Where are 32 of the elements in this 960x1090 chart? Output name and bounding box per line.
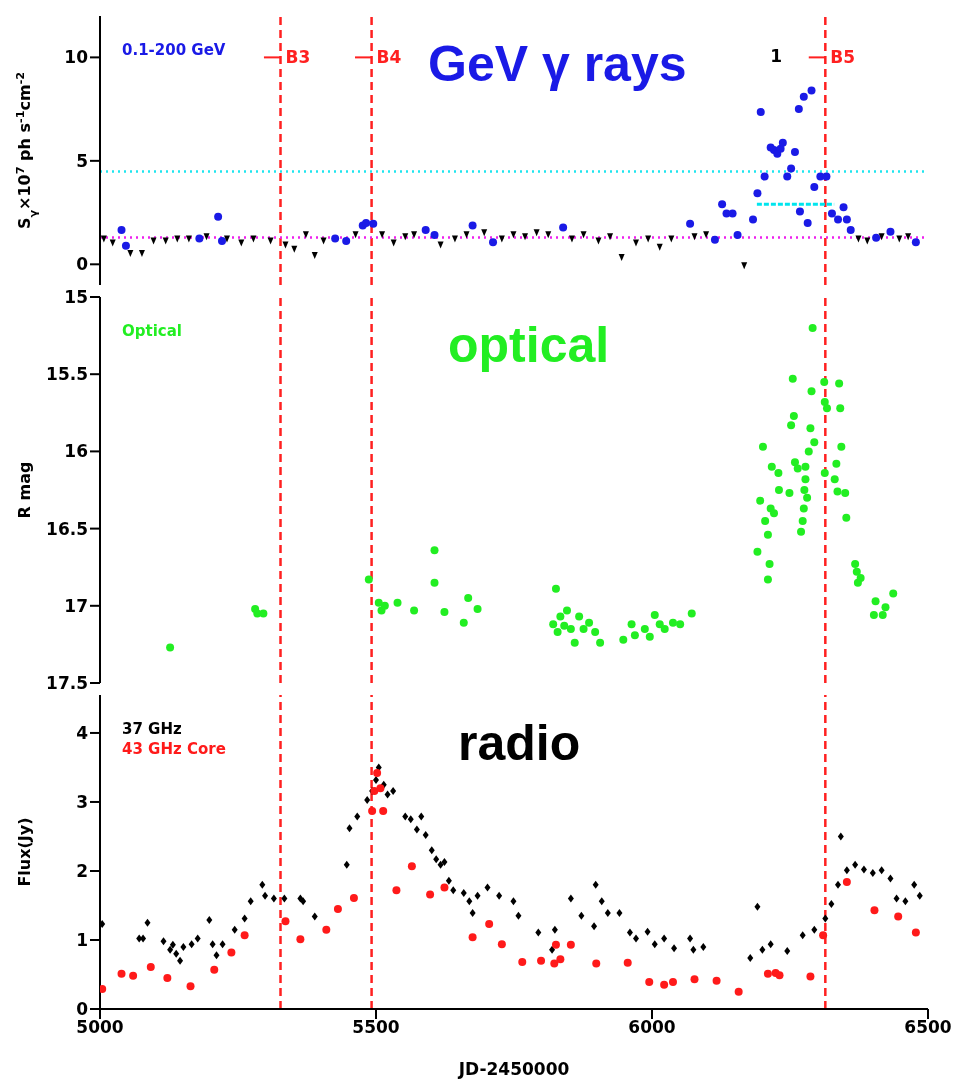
y-tick-label: 3 (76, 792, 88, 812)
text: 43 GHz Core (122, 739, 226, 759)
y-tick-label: 4 (76, 722, 89, 743)
y-tick-label: 15 (64, 287, 88, 308)
y-tick-label: 16.5 (46, 518, 88, 539)
chart-title: optical (448, 317, 610, 373)
y-axis-title: Flux(Jy) (15, 817, 34, 887)
annotation: B5 (830, 47, 856, 68)
y-tick-label: 15.5 (46, 364, 88, 385)
x-tick-label: 5500 (352, 1017, 400, 1038)
y-tick-label: 2 (76, 861, 88, 882)
y-tick-label: 0 (76, 999, 89, 1020)
y-tick-label: 17.5 (46, 673, 88, 694)
annotation: B4 (376, 47, 402, 68)
text: 0.1-200 GeV (122, 40, 226, 60)
annotation: 1 (770, 46, 782, 66)
y-tick-label: 5 (76, 150, 88, 171)
chart-title: GeV γ rays (428, 36, 687, 92)
y-tick-label: 16 (64, 441, 88, 462)
x-tick-label: 6000 (628, 1017, 676, 1038)
y-tick-label: 10 (64, 47, 89, 68)
x-axis-title: JD-2450000 (457, 1059, 570, 1079)
y-tick-label: 1 (76, 930, 88, 951)
annotation: B3 (285, 47, 311, 68)
x-tick-label: 5000 (76, 1017, 124, 1038)
chart-title: radio (458, 715, 581, 771)
text: 37 GHz (122, 719, 183, 739)
text: Optical (122, 321, 182, 341)
y-axis-title: R mag (15, 461, 34, 519)
x-tick-label: 6500 (904, 1017, 952, 1038)
y-tick-label: 0 (76, 254, 89, 275)
y-tick-label: 17 (64, 595, 88, 616)
